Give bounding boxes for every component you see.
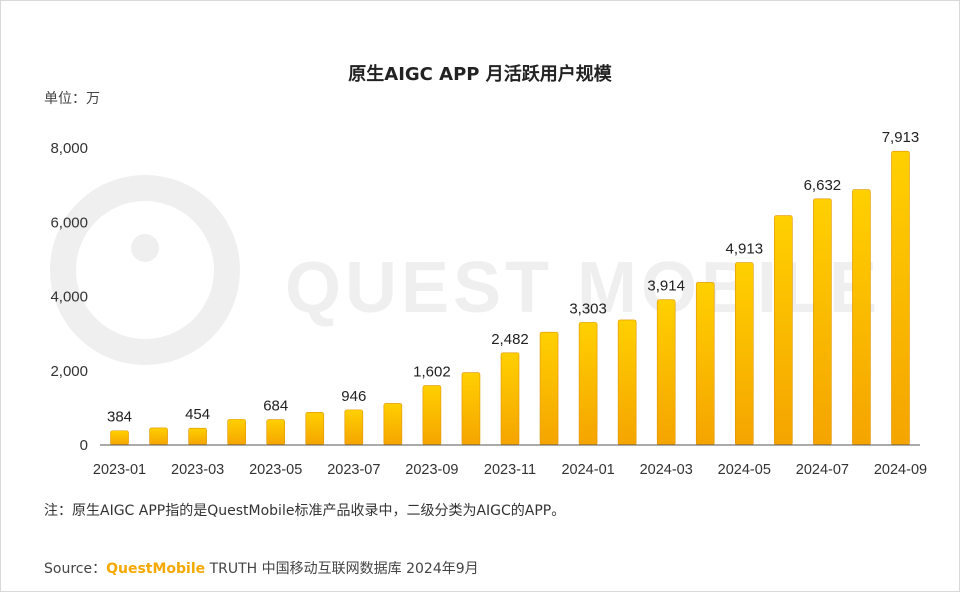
source-rest: TRUTH 中国移动互联网数据库 2024年9月 bbox=[205, 561, 479, 577]
x-tick-label: 2023-03 bbox=[171, 462, 224, 478]
source-prefix: Source： bbox=[44, 561, 107, 577]
y-tick-label: 6,000 bbox=[50, 214, 88, 231]
bars bbox=[110, 150, 910, 446]
footnote: 注：原生AIGC APP指的是QuestMobile标准产品收录中，二级分类为A… bbox=[44, 503, 566, 519]
x-tick-label: 2024-09 bbox=[874, 462, 927, 478]
source-brand: QuestMobile bbox=[106, 561, 206, 577]
bar bbox=[578, 322, 598, 446]
data-label: 454 bbox=[185, 406, 210, 423]
x-tick-label: 2023-01 bbox=[93, 462, 146, 478]
bar bbox=[344, 409, 364, 446]
bar bbox=[110, 430, 129, 446]
bar bbox=[774, 215, 793, 446]
x-tick-label: 2023-07 bbox=[327, 462, 380, 478]
y-tick-label: 4,000 bbox=[50, 289, 88, 306]
watermark-logo-dot bbox=[131, 234, 159, 262]
bar bbox=[266, 419, 286, 446]
x-tick-label: 2024-07 bbox=[796, 462, 849, 478]
y-tick-label: 2,000 bbox=[50, 363, 88, 380]
bar bbox=[149, 427, 168, 446]
x-tick-label: 2023-09 bbox=[405, 462, 458, 478]
bar bbox=[188, 427, 207, 446]
bar bbox=[539, 331, 559, 446]
y-axis: 0 2,000 4,000 6,000 8,000 bbox=[50, 140, 88, 454]
data-label: 684 bbox=[263, 398, 288, 415]
questmobile-watermark: QUEST MOBILE bbox=[50, 175, 877, 365]
data-label: 3,303 bbox=[569, 300, 607, 317]
x-tick-label: 2023-11 bbox=[484, 462, 536, 478]
source-line: Source：QuestMobile TRUTH 中国移动互联网数据库 2024… bbox=[44, 558, 479, 578]
x-tick-label: 2024-05 bbox=[718, 462, 771, 478]
bar bbox=[852, 189, 871, 446]
watermark-logo-ring bbox=[50, 175, 240, 365]
bar bbox=[305, 412, 325, 446]
bar bbox=[813, 198, 832, 446]
x-tick-label: 2024-01 bbox=[561, 462, 614, 478]
bar bbox=[891, 150, 910, 446]
data-label: 946 bbox=[341, 388, 366, 405]
data-label: 1,602 bbox=[413, 364, 451, 381]
data-label: 6,632 bbox=[804, 177, 842, 194]
y-tick-label: 8,000 bbox=[50, 140, 88, 157]
data-label: 384 bbox=[107, 409, 132, 426]
data-labels: 384 454 684 946 1,602 2,482 3,303 3,914 4,913 6,6… bbox=[107, 129, 919, 426]
unit-label: 单位：万 bbox=[44, 91, 100, 107]
bar bbox=[617, 319, 637, 446]
bar bbox=[656, 299, 676, 446]
chart-title: 原生AIGC APP 月活跃用户规模 bbox=[348, 64, 612, 85]
bar bbox=[422, 385, 442, 446]
bar bbox=[500, 352, 520, 446]
bar bbox=[383, 403, 403, 446]
bar bbox=[227, 419, 246, 446]
x-tick-label: 2023-05 bbox=[249, 462, 302, 478]
data-label: 2,482 bbox=[491, 331, 529, 348]
data-label: 7,913 bbox=[882, 129, 920, 146]
bar bbox=[461, 372, 481, 446]
data-label: 3,914 bbox=[647, 278, 685, 295]
y-tick-label: 0 bbox=[80, 437, 88, 454]
x-axis: 2023-01 2023-03 2023-05 2023-07 2023-09 2023-… bbox=[93, 462, 927, 478]
bar bbox=[695, 282, 715, 446]
x-tick-label: 2024-03 bbox=[640, 462, 693, 478]
bar bbox=[734, 262, 754, 446]
data-label: 4,913 bbox=[726, 241, 764, 258]
